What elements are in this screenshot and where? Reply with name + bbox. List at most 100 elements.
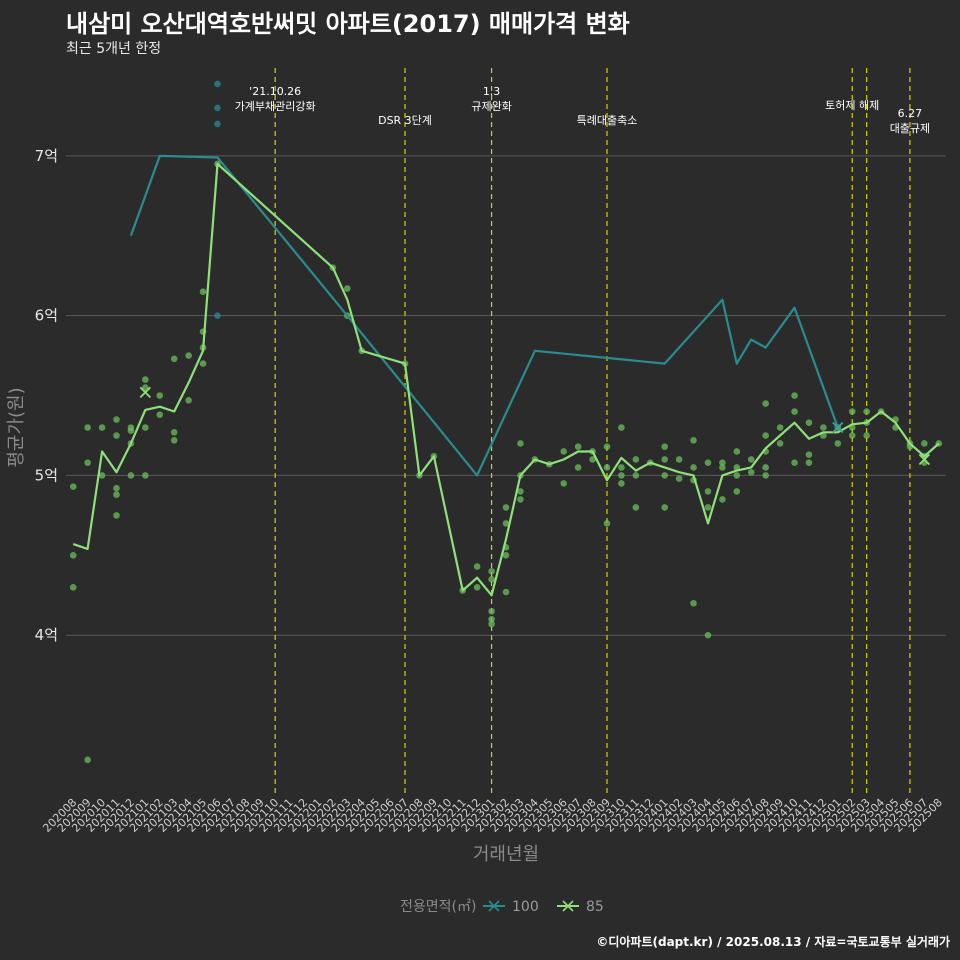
data-point-85 (848, 408, 856, 415)
data-point-85 (574, 464, 582, 471)
data-point-85 (84, 424, 91, 431)
data-point-85 (199, 360, 207, 367)
data-point-85 (170, 428, 178, 436)
event-annotation: DSR 3단계 (378, 114, 432, 127)
data-point-85 (127, 472, 135, 479)
data-point-85 (762, 472, 769, 479)
data-point-85 (603, 464, 611, 471)
data-point-85 (863, 432, 870, 439)
data-point-85 (142, 376, 149, 383)
data-point-85 (719, 496, 726, 503)
data-point-85 (603, 443, 611, 450)
data-point-85 (156, 411, 164, 419)
data-point-85 (805, 451, 813, 458)
data-point-85 (776, 424, 784, 431)
y-tick-label: 7억 (35, 147, 58, 165)
data-point-85 (704, 459, 712, 466)
data-point-85 (704, 631, 712, 639)
data-point-85 (113, 416, 120, 423)
data-point-85 (661, 456, 668, 463)
event-annotation: 특례대출축소 (577, 114, 638, 127)
data-point-85 (84, 756, 91, 764)
data-point-85 (488, 620, 495, 628)
event-annotation: 6.27 (898, 107, 923, 120)
data-point-85 (661, 504, 668, 511)
data-point-85 (733, 448, 741, 455)
data-point-85 (618, 480, 625, 487)
data-point-100 (214, 312, 221, 319)
data-point-85 (517, 440, 524, 447)
data-point-85 (170, 355, 178, 363)
data-point-85 (747, 456, 755, 463)
x-axis-label: 거래년월 (473, 844, 539, 865)
data-point-85 (632, 456, 640, 463)
data-point-85 (834, 440, 842, 447)
data-point-85 (517, 496, 524, 503)
y-tick-label: 4억 (35, 626, 58, 644)
event-annotation: 1.3 (483, 85, 501, 98)
data-point-85 (589, 456, 596, 463)
data-point-85 (848, 432, 856, 439)
data-point-85 (820, 424, 827, 431)
series-line-100 (129, 154, 839, 477)
series-line-85 (72, 162, 940, 597)
data-point-100 (214, 80, 221, 88)
data-point-85 (661, 472, 668, 479)
data-point-85 (560, 480, 568, 487)
data-point-85 (863, 408, 870, 415)
legend-marker-100 (488, 900, 500, 912)
data-point-85 (618, 464, 625, 471)
chart-title: 내삼미 오산대역호반써밋 아파트(2017) 매매가격 변화 (66, 10, 630, 38)
data-point-85 (747, 468, 755, 476)
data-point-85 (156, 392, 164, 399)
data-point-85 (805, 459, 813, 466)
data-point-100 (214, 120, 221, 128)
data-point-85 (719, 464, 726, 471)
data-point-85 (632, 472, 640, 479)
data-point-85 (199, 288, 207, 295)
data-point-85 (69, 483, 77, 490)
data-point-85 (574, 443, 582, 450)
data-point-85 (704, 488, 712, 495)
data-point-85 (762, 432, 769, 439)
data-point-85 (98, 472, 106, 479)
data-point-85 (690, 436, 697, 444)
data-point-85 (762, 464, 769, 471)
data-point-85 (762, 400, 769, 407)
data-point-85 (719, 459, 726, 466)
data-point-85 (805, 419, 813, 427)
data-point-85 (344, 285, 351, 292)
data-point-85 (733, 464, 741, 471)
data-point-85 (69, 583, 77, 591)
data-point-85 (675, 475, 683, 482)
event-annotation: 대출규제 (890, 122, 930, 135)
data-point-85 (502, 552, 510, 559)
legend-label-100: 100 (512, 899, 539, 915)
data-point-85 (113, 484, 120, 492)
data-point-85 (618, 424, 625, 431)
data-point-85 (502, 588, 510, 596)
y-axis-label: 평균가(원) (6, 387, 27, 467)
legend-label-85: 85 (586, 899, 604, 915)
legend-marker-85 (562, 900, 574, 912)
cross-marker-85 (139, 386, 151, 398)
data-point-85 (473, 583, 481, 591)
chart-subtitle: 최근 5개년 한정 (66, 41, 162, 57)
data-point-85 (733, 488, 741, 495)
y-tick-label: 6억 (35, 307, 58, 325)
data-point-85 (791, 408, 798, 415)
data-point-85 (661, 443, 668, 450)
data-point-85 (84, 459, 91, 466)
data-point-85 (560, 448, 568, 455)
data-point-85 (791, 459, 798, 466)
data-point-85 (502, 504, 510, 511)
data-point-85 (675, 456, 683, 463)
event-annotation: '21.10.26 (249, 85, 301, 98)
data-point-85 (185, 397, 192, 404)
y-tick-label: 5억 (35, 466, 58, 484)
data-point-85 (98, 424, 106, 431)
data-point-85 (603, 520, 611, 527)
data-point-85 (488, 615, 495, 623)
data-point-85 (502, 520, 510, 527)
